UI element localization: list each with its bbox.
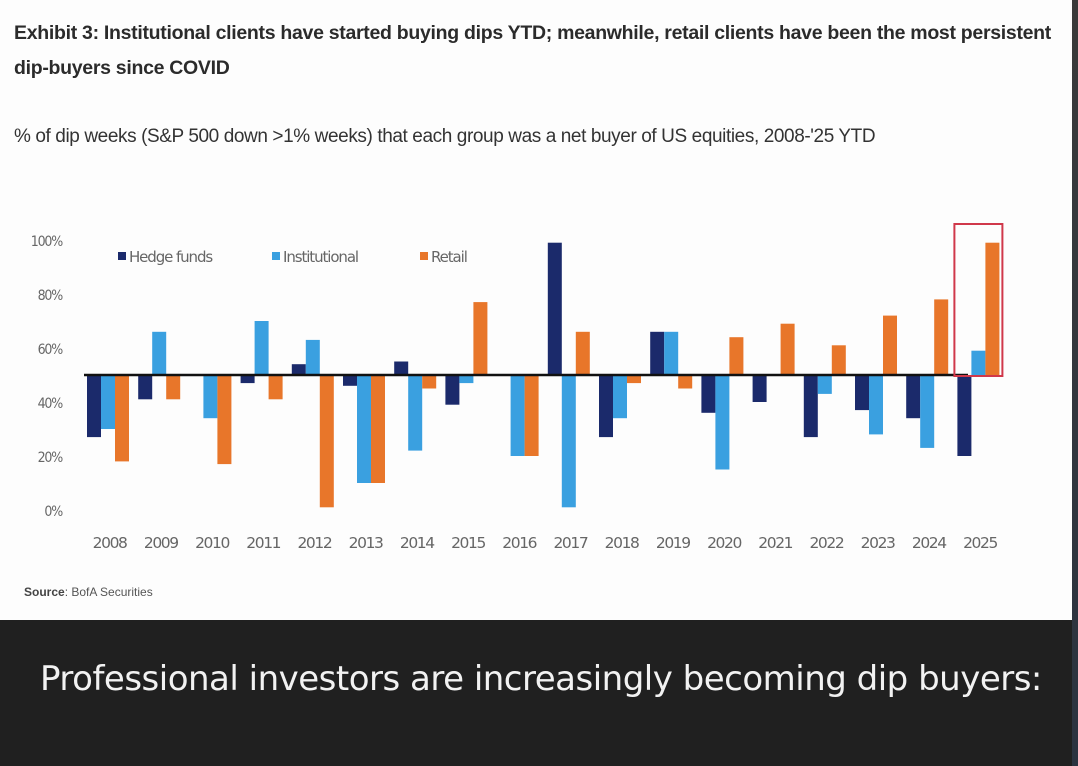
bar-retail-2019 (678, 375, 693, 389)
legend-label-retail: Retail (431, 248, 467, 266)
x-tick-label: 2008 (93, 534, 127, 552)
y-tick-label: 40% (38, 396, 64, 412)
bar-institutional-2022 (817, 375, 832, 394)
exhibit-panel: Exhibit 3: Institutional clients have st… (0, 0, 1072, 620)
bar-institutional-2025 (971, 350, 986, 375)
chart-title: Exhibit 3: Institutional clients have st… (14, 22, 1051, 79)
bar-hedge-funds-2014 (394, 361, 409, 375)
bar-institutional-2008 (101, 375, 115, 429)
y-tick-label: 20% (38, 450, 64, 466)
bar-hedge-funds-2013 (343, 375, 357, 386)
post-caption: Professional investors are increasingly … (40, 659, 1042, 699)
x-tick-label: 2024 (912, 534, 946, 552)
bar-retail-2022 (831, 345, 846, 375)
x-tick-label: 2020 (707, 534, 741, 552)
bar-institutional-2017 (561, 375, 576, 508)
bar-retail-2023 (883, 315, 897, 375)
chart-subtitle: % of dip weeks (S&P 500 down >1% weeks) … (14, 126, 876, 147)
x-tick-label: 2019 (656, 534, 690, 552)
bars (84, 223, 1004, 508)
x-tick-label: 2015 (451, 534, 485, 552)
bar-institutional-2023 (869, 375, 883, 435)
bar-retail-2016 (524, 375, 539, 456)
bar-institutional-2019 (664, 331, 679, 375)
bar-hedge-funds-2008 (87, 375, 101, 438)
x-tick-label: 2017 (553, 534, 587, 552)
bar-retail-2010 (217, 375, 232, 465)
bar-retail-2014 (422, 375, 437, 389)
x-tick-label: 2014 (400, 534, 434, 552)
bar-chart: 0% 20% 40% 60% 80% 100% Hedge funds Institutio… (31, 223, 1004, 552)
bar-retail-2011 (268, 375, 283, 400)
bar-institutional-2013 (357, 375, 371, 483)
y-tick-label: 60% (38, 342, 64, 358)
bar-institutional-2012 (305, 339, 320, 375)
bar-institutional-2018 (613, 375, 627, 419)
bar-retail-2021 (780, 323, 795, 375)
y-tick-label: 0% (44, 504, 63, 520)
x-tick-label: 2025 (963, 534, 997, 552)
bar-hedge-funds-2009 (138, 375, 153, 400)
x-tick-label: 2016 (502, 534, 536, 552)
bar-retail-2017 (575, 331, 590, 375)
bar-hedge-funds-2019 (650, 331, 665, 375)
legend-swatch-institutional (272, 252, 280, 260)
legend: Hedge funds Institutional Retail (118, 248, 468, 266)
x-tick-label: 2013 (349, 534, 383, 552)
bar-institutional-2009 (152, 331, 167, 375)
bar-institutional-2014 (408, 375, 423, 451)
bar-retail-2013 (371, 375, 385, 483)
bar-hedge-funds-2022 (803, 375, 818, 438)
source-note: Source: BofA Securities (24, 585, 153, 599)
x-tick-label: 2009 (144, 534, 178, 552)
x-axis: 2008 2009 2010 2011 2012 2013 2014 2015 2016 2017… (93, 534, 999, 552)
highlight-box-2025 (953, 223, 1004, 377)
bar-institutional-2010 (203, 375, 218, 419)
bar-hedge-funds-2017 (547, 242, 562, 375)
bar-hedge-funds-2011 (240, 375, 255, 384)
bar-institutional-2020 (715, 375, 730, 470)
bar-retail-2024 (934, 299, 949, 375)
bar-hedge-funds-2023 (855, 375, 869, 411)
bar-hedge-funds-2018 (599, 375, 613, 438)
x-tick-label: 2011 (246, 534, 280, 552)
bar-retail-2008 (115, 375, 129, 462)
bar-hedge-funds-2024 (906, 375, 921, 419)
x-tick-label: 2022 (809, 534, 843, 552)
bar-hedge-funds-2020 (701, 375, 716, 413)
x-tick-label: 2018 (605, 534, 639, 552)
bar-hedge-funds-2015 (445, 375, 460, 405)
bar-institutional-2011 (254, 321, 269, 375)
bar-hedge-funds-2012 (291, 364, 306, 375)
legend-swatch-retail (420, 252, 428, 260)
legend-label-hedge-funds: Hedge funds (129, 248, 213, 266)
bar-institutional-2016 (510, 375, 525, 456)
source-label: Source (24, 585, 65, 599)
bar-institutional-2024 (920, 375, 935, 448)
window-edge (1072, 0, 1078, 766)
bar-institutional-2015 (459, 375, 474, 384)
bar-hedge-funds-2021 (752, 375, 767, 402)
legend-label-institutional: Institutional (283, 248, 358, 266)
legend-swatch-hedge-funds (118, 252, 126, 260)
y-tick-label: 80% (38, 288, 64, 304)
bar-retail-2025 (985, 242, 1000, 375)
y-axis: 0% 20% 40% 60% 80% 100% (31, 234, 65, 520)
x-tick-label: 2021 (758, 534, 792, 552)
bar-retail-2015 (473, 302, 488, 375)
bar-retail-2018 (627, 375, 641, 384)
y-tick-label: 100% (31, 234, 63, 250)
x-tick-label: 2010 (195, 534, 229, 552)
x-tick-label: 2012 (297, 534, 331, 552)
bar-retail-2012 (319, 375, 334, 508)
bar-retail-2009 (166, 375, 181, 400)
source-text: : BofA Securities (64, 585, 153, 599)
x-tick-label: 2023 (861, 534, 895, 552)
bar-hedge-funds-2025 (957, 375, 972, 456)
bar-retail-2020 (729, 337, 744, 375)
